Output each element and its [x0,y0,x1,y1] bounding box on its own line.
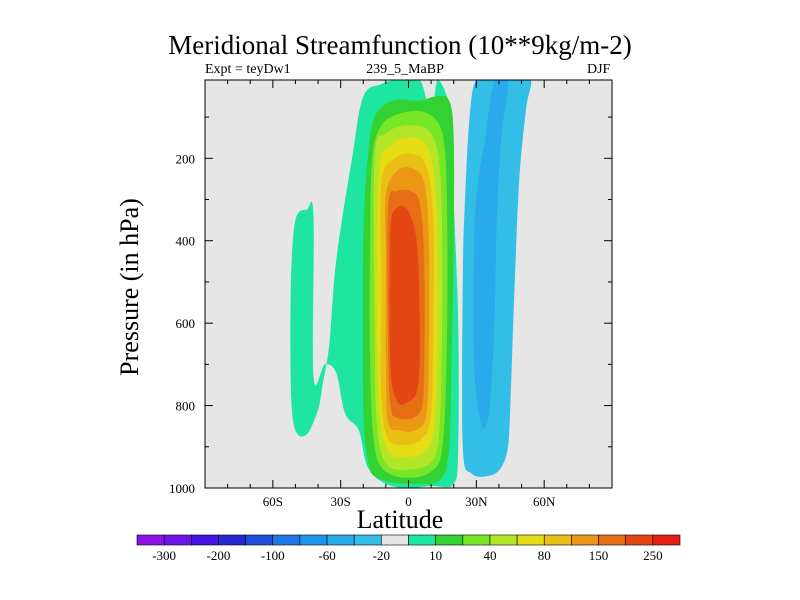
colorbar-label: 80 [538,548,551,563]
colorbar-swatch [516,534,545,546]
period-label: 239_5_MaBP [366,62,444,77]
colorbar-swatch [136,534,165,546]
contour-level-neg20 [473,80,509,430]
colorbar-swatch [272,534,301,546]
colorbar-label: -200 [207,548,231,563]
colorbar-swatch [598,534,626,546]
x-tick-label: 30S [331,494,351,509]
colorbar-swatch [163,534,192,546]
season-label: DJF [587,62,611,77]
colorbar-swatch [625,534,654,546]
y-tick-label: 600 [176,316,196,331]
y-tick-label: 200 [176,151,196,166]
colorbar-label: 250 [643,548,663,563]
colorbar-swatch [543,534,572,546]
colorbar-label: -20 [373,548,390,563]
colorbar-swatch [326,534,355,546]
y-tick-label: 800 [176,399,196,414]
colorbar-label: 10 [429,548,442,563]
colorbar-swatch [353,534,382,546]
y-tick-label: 1000 [169,481,195,496]
y-tick-label: 400 [176,234,196,249]
colorbar-swatch [462,534,491,546]
colorbar-swatch [571,534,599,546]
colorbar-swatch [245,534,274,546]
x-tick-label: 0 [405,494,412,509]
experiment-label: Expt = teyDw1 [205,62,291,77]
colorbar-swatch [489,534,518,546]
x-tick-label: 60S [263,494,283,509]
colorbar-swatch [408,534,436,546]
x-axis-label: Latitude [356,505,444,534]
x-tick-label: 60N [533,494,556,509]
colorbar-swatch [381,534,409,546]
colorbar-swatch [652,534,681,546]
colorbar-swatch [218,534,246,546]
colorbar-label: -100 [261,548,285,563]
contour-layer [290,80,532,488]
colorbar: -300 -200 -100 -60 -20 10 40 80 150 250 [136,534,681,563]
contour-level-250 [389,205,420,405]
colorbar-swatch [435,534,464,546]
x-tick-label: 30N [465,494,488,509]
chart-title: Meridional Streamfunction (10**9kg/m-2) [168,30,632,60]
tick-layer: 60S 30S 0 30N 60N 200 400 600 800 1000 [169,80,612,509]
colorbar-label: -300 [152,548,176,563]
colorbar-label: 150 [589,548,609,563]
colorbar-label: -60 [318,548,335,563]
colorbar-swatch [299,534,328,546]
colorbar-swatch [191,534,219,546]
colorbar-label: 40 [483,548,496,563]
